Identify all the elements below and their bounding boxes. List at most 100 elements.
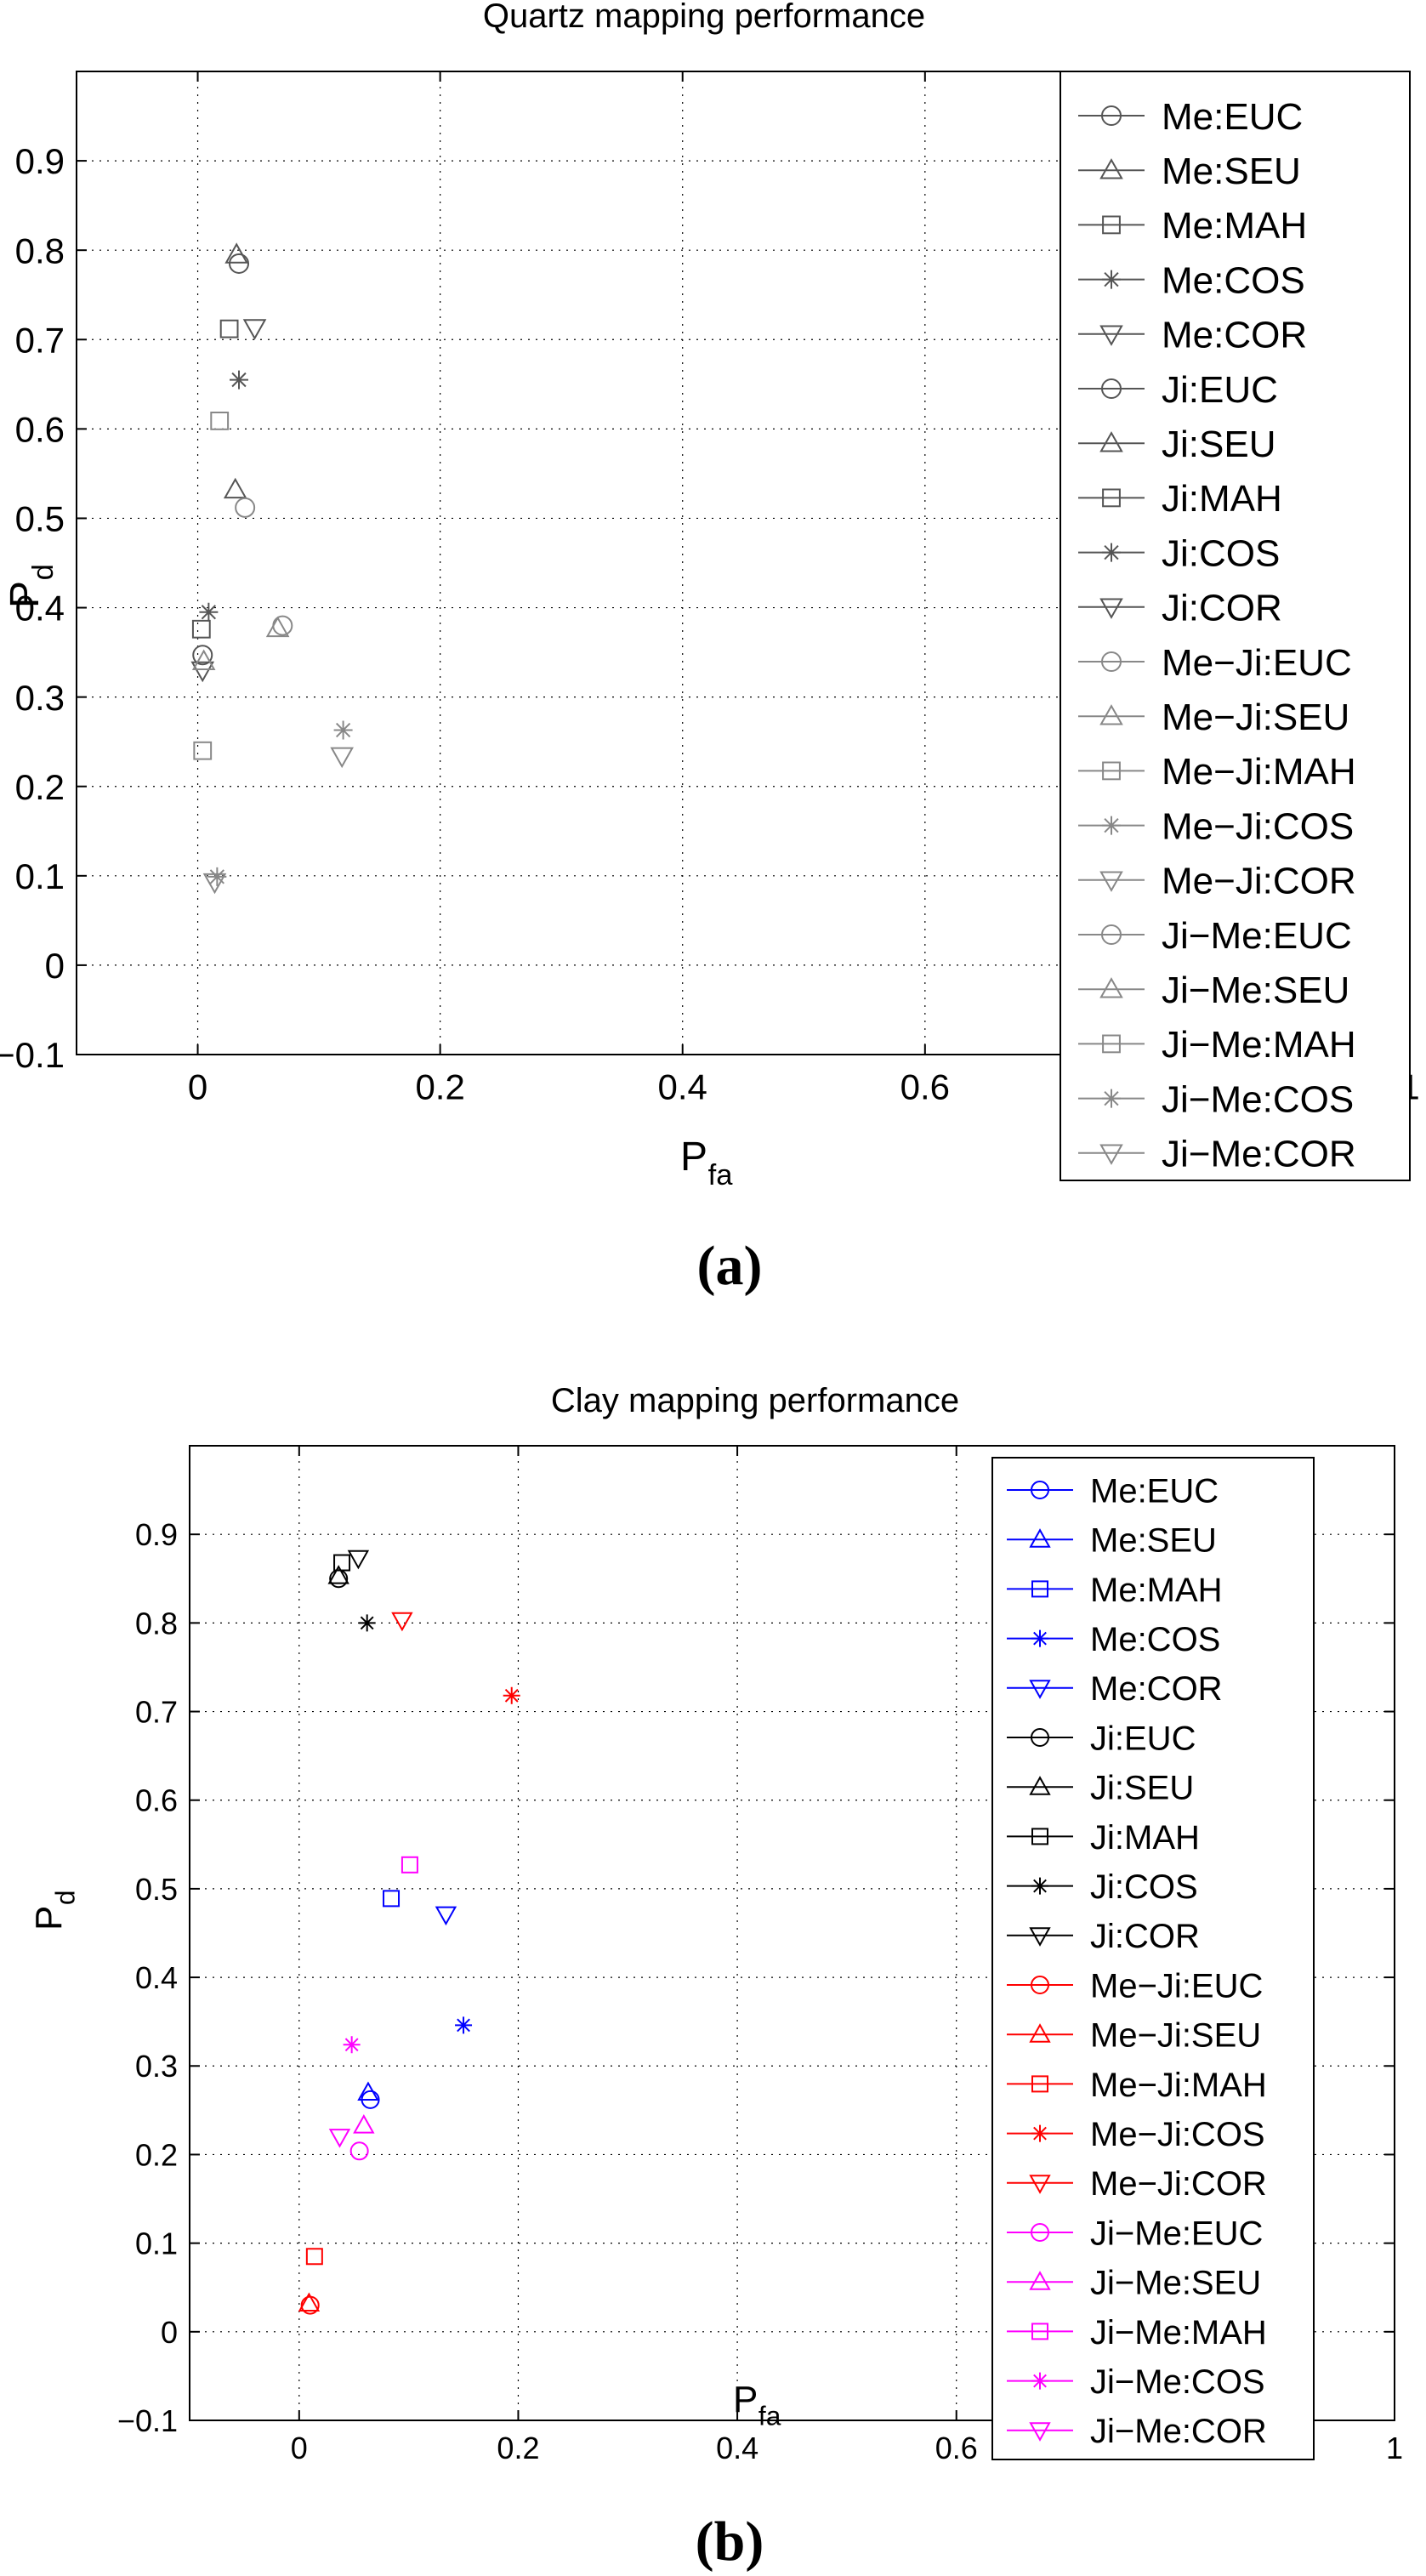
point-ji-me-cos (343, 2036, 361, 2054)
y-tick-label: 0.6 (15, 409, 65, 449)
point-me-mah (219, 319, 239, 338)
y-axis-label-subscript: d (27, 564, 60, 580)
legend-marker-ji-me-mah (1031, 2323, 1048, 2340)
legend-label: Ji−Me:EUC (1090, 2215, 1263, 2252)
legend-label: Me:COR (1162, 315, 1307, 356)
legend-marker-ji-seu (1099, 431, 1123, 452)
legend-label: Ji−Me:MAH (1162, 1024, 1356, 1066)
legend-label: Me−Ji:COR (1090, 2165, 1267, 2203)
y-tick-label: 0.7 (135, 1695, 178, 1730)
point-ji-mah (191, 619, 211, 639)
legend-marker-me-euc (1031, 1481, 1049, 1499)
legend-label: Ji:SEU (1090, 1770, 1194, 1807)
point-me-cos (455, 2016, 473, 2034)
legend-label: Ji:COR (1090, 1918, 1200, 1955)
point-ji-seu (327, 1565, 349, 1584)
legend-marker-me-ji-mah (1102, 761, 1121, 781)
y-tick-label: 0.5 (135, 1872, 178, 1907)
legend-marker-me-ji-cos (1031, 2124, 1048, 2142)
y-axis-label-group: Pd (28, 1890, 80, 1931)
legend-label: Me:COS (1162, 259, 1305, 301)
point-ji-cos (358, 1614, 376, 1632)
legend-label: Ji:MAH (1162, 478, 1282, 520)
legend-marker-ji-cor (1099, 598, 1123, 619)
legend-marker-ji-me-cor (1099, 1144, 1123, 1165)
legend-label: Me−Ji:MAH (1162, 751, 1356, 793)
y-axis-label-subscript: d (49, 1890, 80, 1905)
y-tick-label: 0.2 (135, 2137, 178, 2172)
point-me-ji-seu (298, 2292, 321, 2312)
legend-label: Me:EUC (1162, 96, 1303, 138)
legend-label: Ji:COR (1162, 588, 1282, 629)
legend-label: Ji−Me:COS (1090, 2363, 1265, 2401)
legend-label: Ji−Me:COR (1090, 2413, 1267, 2450)
x-axis-label-subscript: fa (758, 2400, 781, 2431)
point-ji-cos (199, 602, 219, 622)
point-ji-mah (333, 1554, 351, 1572)
legend-box (1060, 71, 1411, 1181)
x-tick-label: 0.6 (900, 1067, 950, 1107)
chart-title: Clay mapping performance (551, 1382, 959, 1419)
legend-label: Ji:MAH (1090, 1819, 1200, 1857)
x-axis-label-subscript: fa (708, 1159, 734, 1191)
y-tick-label: −0.1 (117, 2403, 178, 2438)
legend-marker-me-ji-cor (1099, 871, 1123, 892)
y-tick-label: 0.9 (15, 141, 65, 181)
legend-marker-me-ji-cor (1029, 2175, 1051, 2194)
legend-marker-me-cor (1099, 325, 1123, 346)
legend-marker-ji-mah (1031, 1828, 1048, 1845)
point-me-euc (229, 253, 250, 274)
legend-marker-ji-euc (1031, 1728, 1049, 1747)
legend-marker-me-mah (1102, 215, 1121, 235)
point-ji-me-cos (207, 867, 227, 886)
y-tick-label: 0 (161, 2315, 178, 2350)
legend-marker-me-ji-mah (1031, 2075, 1048, 2093)
data-points (298, 1550, 520, 2315)
legend-label: Me−Ji:COR (1162, 861, 1356, 902)
point-ji-me-euc (272, 615, 293, 636)
chart-panel-b: Clay mapping performance 0 0.2 0.4 0.6 1 −0.1… (28, 1382, 1403, 2573)
point-me-ji-mah (305, 2248, 323, 2266)
legend-box (991, 1457, 1315, 2460)
y-tick-label: 0.2 (15, 767, 65, 807)
x-tick-label: 0.6 (935, 2431, 978, 2465)
legend-label: Me:COS (1090, 1621, 1220, 1658)
x-tick-label: 0.2 (497, 2431, 539, 2465)
y-axis-label: P (3, 581, 48, 608)
legend-marker-me-euc (1101, 105, 1122, 126)
legend-label: Me:MAH (1090, 1572, 1223, 1609)
y-axis-label: P (28, 1906, 70, 1931)
legend-marker-ji-me-euc (1031, 2223, 1049, 2242)
point-me-cos (230, 370, 249, 390)
point-ji-me-seu (353, 2114, 375, 2134)
legend-marker-me-ji-cos (1102, 816, 1121, 835)
legend-marker-ji-mah (1102, 488, 1121, 508)
point-ji-me-cor (328, 2129, 351, 2148)
y-tick-label: 0.4 (15, 589, 65, 628)
point-ji-me-seu (191, 649, 216, 670)
legend-label: Ji−Me:COS (1162, 1078, 1354, 1120)
point-ji-euc (192, 645, 213, 666)
legend-label: Me−Ji:SEU (1162, 697, 1349, 738)
point-me-ji-mah (210, 412, 230, 430)
legend-marker-me-cor (1029, 1680, 1051, 1699)
legend-label: Me:MAH (1162, 205, 1307, 247)
legend-marker-me-ji-euc (1101, 651, 1122, 672)
legend-label: Me:EUC (1090, 1472, 1219, 1510)
panel-label: (b) (696, 2511, 764, 2573)
legend-label: Me−Ji:COS (1162, 805, 1354, 847)
legend-marker-me-ji-seu (1099, 704, 1123, 725)
point-me-cor (435, 1906, 457, 1926)
legend-label: Ji:EUC (1162, 369, 1278, 411)
legend-label: Ji:COS (1090, 1868, 1198, 1906)
legend-marker-me-ji-euc (1031, 1976, 1049, 1994)
legend-marker-ji-me-mah (1102, 1034, 1121, 1054)
y-tick-label: 0.5 (15, 499, 65, 539)
legend-label: Ji−Me:EUC (1162, 915, 1352, 957)
x-axis-label: P (680, 1134, 707, 1180)
legend-label: Ji−Me:MAH (1090, 2314, 1267, 2351)
legend-marker-ji-cor (1029, 1927, 1051, 1947)
point-me-cor (242, 319, 267, 340)
chart-panel-a: Quartz mapping performance 00.20.40.61−0… (0, 0, 1420, 1297)
